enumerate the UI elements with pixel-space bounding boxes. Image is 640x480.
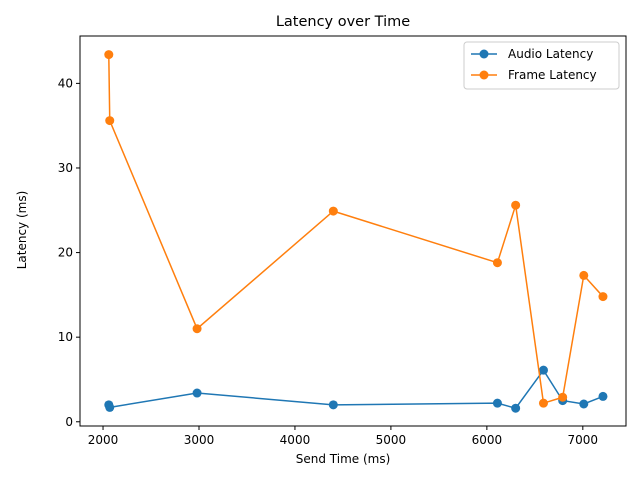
audio-latency-point bbox=[105, 402, 115, 412]
audio-latency-point bbox=[328, 400, 338, 410]
audio-latency-point bbox=[492, 398, 502, 408]
legend-box bbox=[463, 41, 620, 90]
audio-latency-legend-label: Audio Latency bbox=[508, 47, 593, 61]
x-tick-label: 2000 bbox=[88, 433, 119, 447]
audio-latency-series-line bbox=[108, 368, 604, 410]
audio-latency-point bbox=[511, 403, 521, 413]
frame-latency-point bbox=[328, 206, 338, 216]
audio-latency-point bbox=[192, 388, 202, 398]
legend: Audio Latency Frame Latency bbox=[463, 41, 620, 90]
x-axis: 2000 3000 4000 5000 6000 7000 bbox=[88, 426, 598, 447]
audio-latency-point bbox=[579, 399, 589, 409]
frame-latency-point bbox=[105, 116, 115, 126]
frame-latency-point bbox=[598, 292, 608, 302]
frame-latency-series-line bbox=[108, 54, 604, 405]
frame-latency-legend-marker bbox=[479, 70, 489, 80]
y-tick-label: 10 bbox=[58, 330, 73, 344]
y-axis-label: Latency (ms) bbox=[15, 191, 29, 270]
y-tick-label: 30 bbox=[58, 161, 73, 175]
axes-frame bbox=[79, 35, 627, 427]
y-tick-label: 40 bbox=[58, 76, 73, 90]
frame-latency-point bbox=[511, 200, 521, 210]
x-axis-label: Send Time (ms) bbox=[296, 452, 391, 466]
frame-latency-point bbox=[538, 398, 548, 408]
y-axis: 0 10 20 30 40 bbox=[58, 76, 80, 429]
plot-area bbox=[104, 50, 608, 413]
frame-latency-point bbox=[104, 50, 114, 60]
frame-latency-point bbox=[558, 392, 568, 402]
frame-latency-point bbox=[192, 324, 202, 334]
audio-latency-point bbox=[598, 391, 608, 401]
frame-latency-legend-label: Frame Latency bbox=[508, 68, 597, 82]
frame-latency-point bbox=[579, 270, 589, 280]
frame-latency-point bbox=[492, 258, 502, 268]
x-tick-label: 4000 bbox=[280, 433, 311, 447]
x-tick-label: 6000 bbox=[472, 433, 503, 447]
x-tick-label: 3000 bbox=[184, 433, 215, 447]
audio-latency-point bbox=[538, 365, 548, 375]
chart-title: Latency over Time bbox=[276, 14, 410, 30]
y-tick-label: 0 bbox=[65, 415, 73, 429]
y-tick-label: 20 bbox=[58, 246, 73, 260]
audio-latency-legend-marker bbox=[479, 49, 489, 59]
x-tick-label: 7000 bbox=[568, 433, 599, 447]
x-tick-label: 5000 bbox=[376, 433, 407, 447]
